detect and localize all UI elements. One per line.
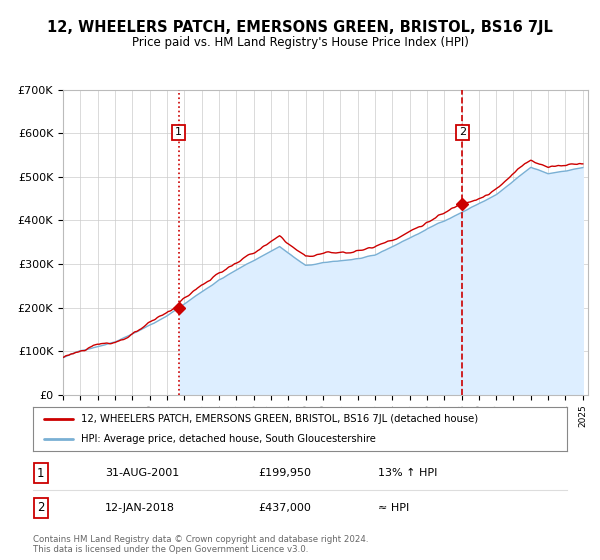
Text: 2: 2 [37, 501, 44, 515]
Text: 2: 2 [458, 127, 466, 137]
Text: Contains HM Land Registry data © Crown copyright and database right 2024.
This d: Contains HM Land Registry data © Crown c… [33, 535, 368, 554]
Text: £199,950: £199,950 [258, 468, 311, 478]
Text: 12, WHEELERS PATCH, EMERSONS GREEN, BRISTOL, BS16 7JL (detached house): 12, WHEELERS PATCH, EMERSONS GREEN, BRIS… [81, 414, 478, 424]
Text: 13% ↑ HPI: 13% ↑ HPI [378, 468, 437, 478]
Text: £437,000: £437,000 [258, 503, 311, 513]
Text: Price paid vs. HM Land Registry's House Price Index (HPI): Price paid vs. HM Land Registry's House … [131, 36, 469, 49]
Text: HPI: Average price, detached house, South Gloucestershire: HPI: Average price, detached house, Sout… [81, 434, 376, 444]
Text: 12-JAN-2018: 12-JAN-2018 [105, 503, 175, 513]
Text: 12, WHEELERS PATCH, EMERSONS GREEN, BRISTOL, BS16 7JL: 12, WHEELERS PATCH, EMERSONS GREEN, BRIS… [47, 20, 553, 35]
Text: ≈ HPI: ≈ HPI [378, 503, 409, 513]
Text: 1: 1 [175, 127, 182, 137]
Text: 1: 1 [37, 466, 44, 480]
Text: 31-AUG-2001: 31-AUG-2001 [105, 468, 179, 478]
